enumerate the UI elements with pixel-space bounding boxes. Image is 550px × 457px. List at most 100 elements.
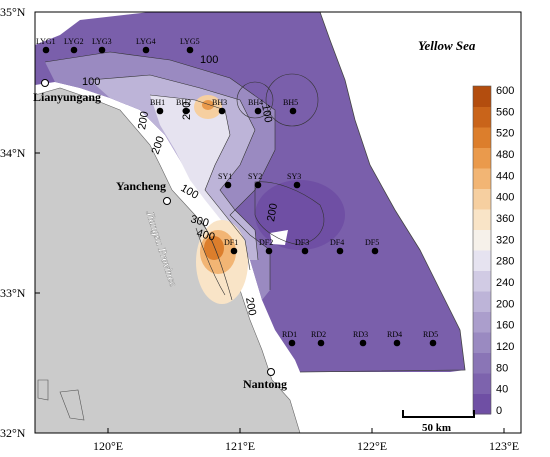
station-label: DF5 — [365, 238, 379, 247]
contour-loop-bh5 — [265, 73, 319, 127]
station-label: BH5 — [283, 98, 298, 107]
legend-tick-label: 0 — [496, 405, 502, 417]
station-marker — [254, 181, 262, 189]
station-label: SY3 — [287, 172, 301, 181]
station-marker — [289, 107, 297, 115]
yancheng-marker — [163, 197, 171, 205]
hotspot-bh3-core — [202, 100, 214, 110]
station-marker — [254, 107, 262, 115]
contour-value-label: 100 — [200, 54, 218, 66]
contour-line — [89, 74, 259, 261]
legend-swatch — [473, 373, 491, 394]
legend-frame — [472, 85, 492, 415]
contour-value-label: 200 — [136, 110, 151, 130]
station-marker — [371, 247, 379, 255]
lon-tick-label: 120°E — [93, 439, 123, 453]
map-frame — [34, 11, 522, 434]
lat-tick-label: 35°N — [0, 5, 26, 19]
station-label: LYG5 — [180, 37, 200, 46]
station-label: SY2 — [248, 172, 262, 181]
contour-line — [195, 227, 226, 296]
legend-tick-label: 400 — [496, 192, 514, 204]
station-marker — [42, 46, 50, 54]
white-pocket — [270, 230, 288, 245]
legend-tick-label: 560 — [496, 106, 514, 118]
legend-swatch — [473, 188, 491, 210]
station-label: RD2 — [311, 330, 326, 339]
legend-tick-label: 600 — [496, 85, 514, 97]
station-marker — [393, 339, 401, 347]
island-1 — [59, 389, 85, 421]
legend-tick-label: 440 — [496, 170, 514, 182]
station-label: LYG3 — [92, 37, 112, 46]
station-marker — [186, 46, 194, 54]
legend-swatch — [473, 127, 491, 148]
station-marker — [293, 181, 301, 189]
legend-tick-label: 360 — [496, 213, 514, 225]
station-label: DF1 — [224, 238, 238, 247]
station-marker — [429, 339, 437, 347]
station-label: DF2 — [259, 238, 273, 247]
lat-tick-label: 32°N — [0, 426, 26, 440]
contour-value-label: 400 — [195, 227, 216, 243]
lon-tick-label: 122°E — [357, 439, 387, 453]
contour-value-label: 300 — [189, 213, 210, 229]
station-marker — [336, 247, 344, 255]
contour-value-label: 200 — [150, 135, 168, 156]
contour-band-light-3 — [150, 95, 250, 270]
station-label: LYG1 — [36, 37, 56, 46]
yellow-sea-label: Yellow Sea — [418, 38, 476, 53]
contour-line — [254, 181, 325, 246]
station-marker — [359, 339, 367, 347]
lon-tick-label: 121°E — [225, 439, 255, 453]
station-label: RD4 — [387, 330, 402, 339]
legend-swatch — [473, 393, 491, 415]
station-marker — [182, 107, 190, 115]
legend-tick-label: 280 — [496, 256, 514, 268]
nantong-label: Nantong — [243, 377, 287, 391]
legend-swatch — [473, 332, 491, 353]
lat-tick-label: 34°N — [0, 146, 26, 160]
legend-swatch — [473, 352, 491, 374]
station-label: LYG4 — [136, 37, 156, 46]
island-2 — [37, 379, 49, 401]
legend-tick-label: 200 — [496, 298, 514, 310]
station-marker — [98, 46, 106, 54]
lat-tick-label: 33°N — [0, 286, 26, 300]
legend-swatch — [473, 291, 491, 312]
station-label: BH3 — [212, 98, 227, 107]
station-marker — [317, 339, 325, 347]
legend-swatch — [473, 311, 491, 333]
station-marker — [142, 46, 150, 54]
station-marker — [230, 247, 238, 255]
contour-value-label: 200 — [265, 202, 280, 222]
station-label: BH4 — [248, 98, 263, 107]
station-marker — [288, 339, 296, 347]
contour-value-label: 100 — [259, 103, 274, 123]
station-label: BH2 — [176, 98, 191, 107]
station-label: RD1 — [282, 330, 297, 339]
station-label: RD5 — [423, 330, 438, 339]
contour-loop-bh4 — [236, 81, 274, 119]
station-markers: LYG1 LYG2 LYG3 LYG4 LYG5 BH1 BH2 BH3 BH4 BH5 SY1 SY… — [36, 37, 438, 347]
legend-tick-label: 480 — [496, 149, 514, 161]
lianyungang-label: Lianyungang — [33, 90, 101, 104]
legend-swatch — [473, 250, 491, 271]
legend-swatch — [473, 229, 491, 251]
lon-tick-label: 123°E — [489, 439, 519, 453]
legend-tick-label: 320 — [496, 234, 514, 246]
contour-line — [149, 94, 251, 271]
legend-tick-label: 40 — [496, 384, 508, 396]
legend-tick-label: 240 — [496, 277, 514, 289]
station-marker — [218, 107, 226, 115]
legend-swatch — [473, 209, 491, 230]
station-marker — [70, 46, 78, 54]
scale-bar-label: 50 km — [422, 422, 451, 434]
hotspot-df1-core — [204, 236, 224, 260]
nantong-marker — [267, 368, 275, 376]
station-marker — [301, 247, 309, 255]
station-label: DF4 — [330, 238, 344, 247]
contour-line — [44, 51, 276, 290]
station-label: BH1 — [150, 98, 165, 107]
sea-boundary — [299, 11, 466, 373]
